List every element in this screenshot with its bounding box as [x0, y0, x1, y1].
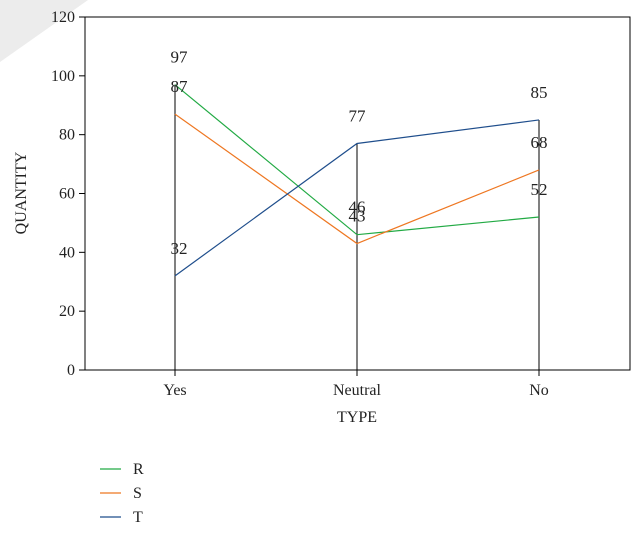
x-axis-ticks: Yes Neutral No [163, 370, 549, 399]
series-line-t [174, 119, 540, 277]
x-tick-label-neutral: Neutral [333, 382, 382, 399]
legend-label-t: T [133, 509, 143, 526]
y-tick-label-100: 100 [51, 68, 75, 85]
data-label-t-no: 85 [531, 83, 548, 102]
legend: RST [100, 461, 144, 526]
data-label-s-neutral: 43 [349, 207, 366, 226]
y-tick-label-60: 60 [59, 186, 75, 203]
data-label-t-neutral: 77 [349, 106, 367, 125]
series-line-r [174, 84, 540, 236]
y-tick-label-120: 120 [51, 9, 75, 26]
data-label-r-no: 52 [531, 180, 548, 199]
y-axis-title: QUANTITY [13, 151, 30, 234]
y-axis-ticks: 0 20 40 60 80 100 120 [51, 9, 85, 379]
data-label-s-no: 68 [531, 133, 548, 152]
data-label-t-yes: 32 [171, 239, 188, 258]
data-label-s-yes: 87 [171, 77, 189, 96]
series-line-s [174, 113, 540, 245]
y-tick-label-80: 80 [59, 127, 75, 144]
y-tick-label-40: 40 [59, 244, 75, 261]
legend-label-r: R [133, 461, 144, 478]
y-tick-label-0: 0 [67, 362, 75, 379]
legend-label-s: S [133, 485, 142, 502]
series-lines [174, 84, 540, 277]
data-labels: 97 46 52 87 43 68 32 77 85 [171, 48, 548, 258]
data-label-r-yes: 97 [171, 48, 189, 67]
corner-decoration [0, 0, 88, 62]
x-tick-label-yes: Yes [163, 382, 186, 399]
y-tick-label-20: 20 [59, 303, 75, 320]
category-vertical-lines [174, 84, 540, 370]
x-axis-title: TYPE [337, 409, 377, 426]
x-tick-label-no: No [529, 382, 549, 399]
data-label-r-neutral: 46 [349, 198, 366, 217]
